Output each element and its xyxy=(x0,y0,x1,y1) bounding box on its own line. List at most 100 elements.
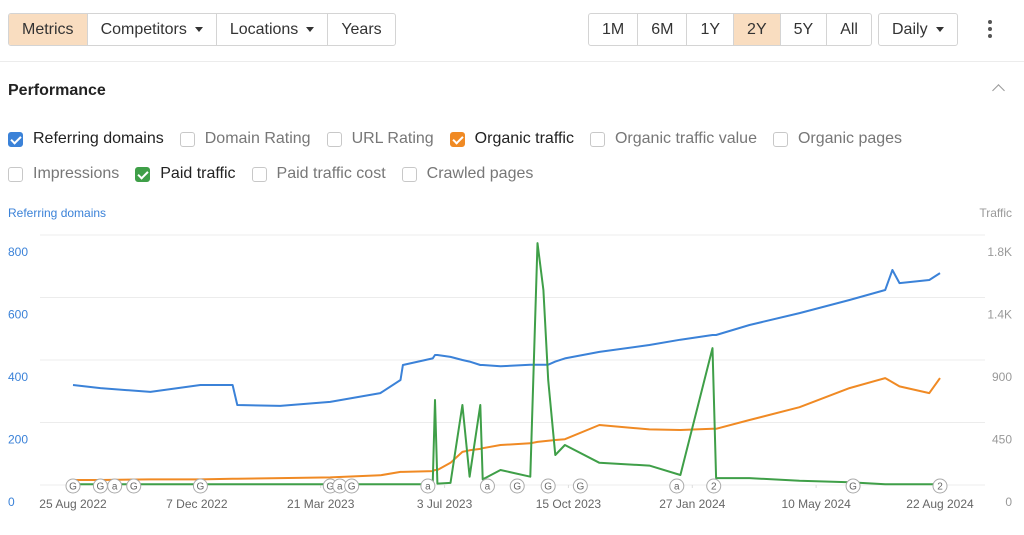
checkbox[interactable] xyxy=(326,131,342,147)
metric-option[interactable]: Paid traffic cost xyxy=(251,163,386,185)
button-label: 6M xyxy=(651,20,674,38)
annotation-marker xyxy=(845,478,861,494)
option-label: Organic traffic xyxy=(474,130,574,147)
toolbar-button[interactable]: Years xyxy=(328,14,394,45)
checkbox[interactable] xyxy=(589,131,605,147)
x-tick-label: 22 Aug 2024 xyxy=(906,497,974,511)
checkbox[interactable] xyxy=(772,131,788,147)
annotation-label: G xyxy=(97,482,105,493)
y-tick-label: 0 xyxy=(8,495,15,509)
annotation-marker xyxy=(509,478,525,494)
x-tick-label: 3 Jul 2023 xyxy=(417,497,473,511)
checkbox[interactable] xyxy=(8,131,23,147)
annotation-label: G xyxy=(197,482,205,493)
checkbox[interactable] xyxy=(179,131,195,147)
button-label: Metrics xyxy=(22,20,74,38)
metric-option[interactable]: Impressions xyxy=(8,163,119,185)
annotation-label: a xyxy=(674,482,680,493)
metric-option[interactable]: Domain Rating xyxy=(179,128,311,150)
annotation-label: 2 xyxy=(711,482,717,493)
y-tick-label: 400 xyxy=(8,370,28,384)
annotation-marker xyxy=(126,478,142,494)
option-label: Referring domains xyxy=(33,130,164,147)
option-label: Crawled pages xyxy=(426,165,534,182)
y2-tick-label: 1.8K xyxy=(987,245,1012,259)
annotation-marker xyxy=(420,478,436,494)
metric-option[interactable]: Organic traffic value xyxy=(589,128,757,150)
x-tick-label: 27 Jan 2024 xyxy=(659,497,725,511)
annotation-label: G xyxy=(513,482,521,493)
metric-option[interactable]: URL Rating xyxy=(326,128,434,150)
checkbox[interactable] xyxy=(8,166,23,182)
y-tick-label: 800 xyxy=(8,245,28,259)
button-label: 5Y xyxy=(793,20,814,38)
y2-tick-label: 450 xyxy=(992,433,1012,447)
option-label: Impressions xyxy=(33,165,120,182)
x-tick-label: 7 Dec 2022 xyxy=(166,497,228,511)
annotation-label: G xyxy=(69,482,77,493)
checkbox[interactable] xyxy=(135,166,151,182)
toolbar-button[interactable]: All xyxy=(827,14,871,45)
divider xyxy=(0,61,1024,62)
annotation-label: G xyxy=(849,482,857,493)
x-tick-label: 25 Aug 2022 xyxy=(39,497,107,511)
series-line xyxy=(73,377,941,481)
annotation-marker xyxy=(669,478,685,494)
option-label: Paid traffic xyxy=(160,165,236,182)
option-label: Organic pages xyxy=(797,130,903,147)
button-label: 1Y xyxy=(700,20,721,38)
x-tick-label: 10 May 2024 xyxy=(781,497,851,511)
annotation-marker xyxy=(540,478,556,494)
toolbar-button[interactable]: 1Y xyxy=(687,14,735,45)
option-label: Paid traffic cost xyxy=(276,165,386,182)
metric-option[interactable]: Referring domains xyxy=(8,128,164,150)
annotation-marker xyxy=(107,478,123,494)
metric-options: Referring domains Domain Rating URL Rating… xyxy=(8,128,983,185)
toolbar-button[interactable]: Competitors xyxy=(88,14,217,45)
caret xyxy=(194,27,203,32)
annotation-marker xyxy=(932,478,948,494)
annotation-marker xyxy=(479,478,495,494)
metric-option[interactable]: Crawled pages xyxy=(401,163,534,185)
toolbar-button[interactable]: 5Y xyxy=(781,14,828,45)
annotation-label: G xyxy=(576,482,584,493)
x-tick-label: 15 Oct 2023 xyxy=(536,497,602,511)
metric-option[interactable]: Organic pages xyxy=(772,128,903,150)
series-line xyxy=(72,269,941,407)
annotation-label: a xyxy=(337,482,343,493)
annotation-marker xyxy=(572,478,588,494)
y2-tick-label: 0 xyxy=(1005,495,1012,509)
y2-axis-title: Traffic xyxy=(979,206,1012,220)
option-label: URL Rating xyxy=(351,130,434,147)
y-tick-label: 200 xyxy=(8,433,28,447)
checkbox[interactable] xyxy=(251,166,267,182)
interval-select[interactable]: Daily xyxy=(878,13,958,46)
button-label: Years xyxy=(341,20,382,38)
caret xyxy=(935,27,944,32)
toolbar-button[interactable]: Metrics xyxy=(9,14,88,45)
option-label: Organic traffic value xyxy=(614,130,757,147)
toolbar-button[interactable]: 1M xyxy=(589,14,639,45)
checkbox[interactable] xyxy=(449,131,465,147)
annotation-label: G xyxy=(130,482,138,493)
option-label: Domain Rating xyxy=(204,130,311,147)
checkbox[interactable] xyxy=(401,166,417,182)
toolbar-button[interactable]: Locations xyxy=(217,14,329,45)
annotation-label: G xyxy=(544,482,552,493)
y-tick-label: 600 xyxy=(8,308,28,322)
button-label: Locations xyxy=(229,20,299,38)
series-line xyxy=(73,242,940,486)
interval-button[interactable]: Daily xyxy=(879,14,957,45)
metric-option[interactable]: Paid traffic xyxy=(135,163,236,185)
metric-option[interactable]: Organic traffic xyxy=(449,128,574,150)
tab-group: Metrics Competitors Locations Years xyxy=(8,13,396,46)
range-group: 1M 6M 1Y 2Y 5Y All xyxy=(588,13,872,46)
more-menu[interactable] xyxy=(985,20,995,38)
toolbar-button[interactable]: 2Y xyxy=(734,14,781,45)
button-label: Competitors xyxy=(100,20,187,38)
toolbar-button[interactable]: 6M xyxy=(638,14,688,45)
annotation-label: G xyxy=(348,482,356,493)
annotation-marker xyxy=(344,478,360,494)
